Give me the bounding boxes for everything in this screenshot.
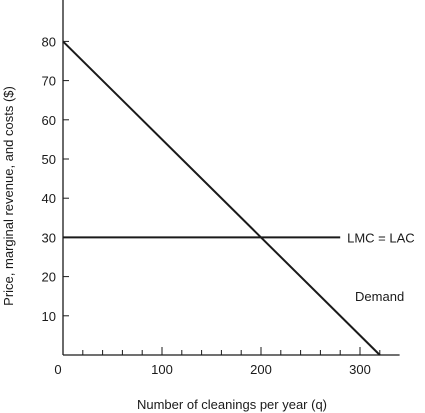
series-annotation: LMC = LAC: [347, 230, 415, 245]
x-tick-label: 200: [250, 362, 272, 377]
y-axis-title: Price, marginal revenue, and costs ($): [1, 86, 16, 306]
y-tick-label: 70: [42, 74, 56, 89]
y-tick-label: 80: [42, 34, 56, 49]
axes: [62, 0, 400, 356]
y-tick-label: 30: [42, 230, 56, 245]
ticks: 10 20 30 40 50 60 70 80 0 100 200 300: [42, 34, 381, 377]
series-line: [62, 40, 381, 356]
y-tick-label: 20: [42, 270, 56, 285]
x-tick-label: 300: [349, 362, 371, 377]
y-tick-label: 10: [42, 309, 56, 324]
x-tick-label: 100: [151, 362, 173, 377]
labels: Number of cleanings per year (q) Price, …: [1, 86, 327, 412]
y-tick-label: 40: [42, 191, 56, 206]
y-tick-label: 60: [42, 113, 56, 128]
y-tick-label: 50: [42, 152, 56, 167]
x-tick-label: 0: [54, 362, 61, 377]
series-annotation: Demand: [355, 289, 404, 304]
x-axis-title: Number of cleanings per year (q): [137, 397, 327, 412]
series-layer: LMC = LAC Demand: [62, 40, 415, 356]
